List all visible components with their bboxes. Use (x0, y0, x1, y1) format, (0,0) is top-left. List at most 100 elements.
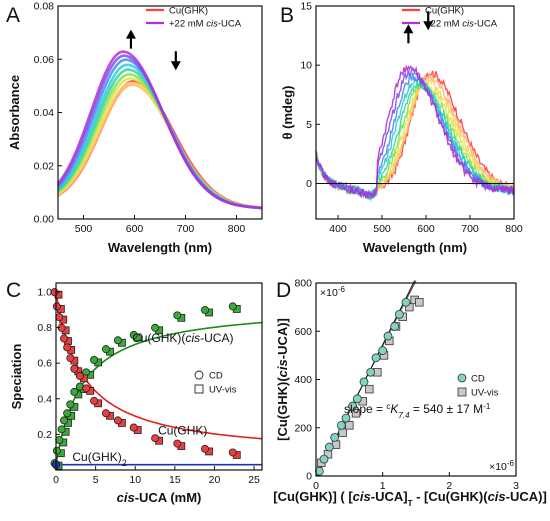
c-y-tick-label: 0.4 (37, 393, 52, 405)
b-x-tick-label: 800 (505, 223, 523, 235)
c-cd-point (151, 434, 160, 443)
c-annotation-dimer: Cu(GHK)2 (72, 450, 126, 468)
c-y-axis-label: Speciation (9, 344, 24, 410)
d-uvvis-point (351, 409, 361, 418)
c-cd-point (228, 448, 237, 457)
panel-label-c: C (6, 279, 21, 302)
b-x-tick-label: 600 (417, 223, 435, 235)
a-arrow-up-head (125, 29, 136, 39)
c-cd-point (113, 336, 122, 345)
a-y-tick-label: 0.06 (34, 54, 55, 66)
d-x-tick-label: 2 (446, 480, 452, 492)
c-cd-point (129, 423, 138, 432)
d-cd-point (324, 442, 334, 452)
a-y-tick-label: 0.02 (34, 160, 55, 172)
d-slope-annotation: slope = cK7.4 = 540 ± 17 M-1 (344, 402, 491, 420)
d-cd-point (390, 322, 400, 331)
d-plot-area (316, 283, 516, 476)
c-x-tick-label: 20 (209, 474, 221, 486)
d-cd-point (314, 466, 324, 476)
b-plot-frame (315, 5, 515, 220)
b-y-axis-label: θ (mdeg) (280, 86, 295, 140)
b-y-tick-label: 0 (306, 178, 312, 190)
b-x-tick-label: 500 (373, 223, 391, 235)
c-x-tick-label: 15 (169, 474, 181, 486)
c-legend-cd-marker (194, 370, 204, 380)
a-x-tick-label: 700 (177, 223, 195, 235)
panel-a-chart: 500 600 700 800 0.00 0.02 0.04 0.06 0.08 Waveleng… (7, 1, 263, 255)
panel-label-a: A (6, 4, 20, 27)
c-cd-point (228, 302, 237, 311)
c-y-tick-label: 0.8 (37, 322, 52, 334)
panel-d-chart: 0 1 2 3 0 200 400 600 800 ×10-6 ×10-6 slope = cK7.4… (273, 278, 550, 508)
c-x-tick-label: 0 (53, 474, 59, 486)
c-cd-point (70, 387, 79, 396)
a-y-axis-label: Absorbance (7, 75, 22, 150)
b-cd-spectrum-line (315, 79, 515, 201)
b-cd-spectrum-line (315, 68, 515, 199)
a-x-tick-label: 800 (228, 223, 246, 235)
d-uvvis-point (345, 421, 354, 430)
d-x-multiplier: ×10-6 (489, 459, 514, 474)
d-cd-point (319, 454, 329, 464)
d-cd-point (352, 394, 362, 404)
d-cd-point (394, 309, 404, 319)
c-y-tick-label: 0.6 (37, 358, 52, 370)
c-cd-point (102, 409, 111, 418)
d-cd-point (401, 297, 411, 307)
panel-label-d: D (276, 279, 291, 302)
d-x-tick-label: 1 (380, 480, 386, 492)
c-cd-point (173, 439, 182, 448)
c-x-tick-label: 25 (248, 474, 260, 486)
panel-label-b: B (280, 4, 294, 27)
b-legend-label: Cu(GHK) (425, 6, 464, 17)
a-x-axis-label: Wavelength (nm) (108, 240, 212, 255)
d-cd-point (336, 420, 346, 430)
d-x-tick-label: 0 (313, 480, 319, 492)
a-x-tick-label: 500 (75, 223, 93, 235)
b-legend-label: +22 mM cis-UCA (425, 19, 498, 30)
a-y-tick-label: 0.08 (34, 1, 55, 13)
c-x-tick-label: 5 (93, 474, 99, 486)
a-legend-label: Cu(GHK) (169, 6, 208, 17)
c-y-tick-label: 1.0 (37, 286, 52, 298)
b-arrow-down (423, 11, 434, 31)
panel-b-chart: 400 500 600 700 800 0 5 10 15 Wavelength (nm) θ (m… (280, 1, 523, 256)
b-x-axis-label: Wavelength (nm) (363, 240, 467, 255)
c-cd-point (90, 396, 99, 405)
a-arrow-down (170, 51, 181, 71)
c-cd-point (70, 364, 79, 373)
c-cd-point (90, 355, 99, 364)
a-x-tick-label: 600 (126, 223, 144, 235)
d-legend-cd-marker (457, 373, 467, 383)
c-cd-point (63, 343, 72, 352)
a-legend-label: +22 mM cis-UCA (169, 19, 242, 30)
b-arrow-up (403, 24, 414, 44)
d-y-axis-label: [Cu(GHK)(cis-UCA)] (275, 318, 290, 441)
b-arrow-up-head (403, 24, 414, 34)
b-cd-spectrum-line (315, 64, 515, 199)
c-legend-cd-label: CD (209, 371, 223, 382)
b-x-tick-label: 700 (461, 223, 479, 235)
a-y-tick-label: 0.00 (34, 214, 55, 226)
d-uvvis-point (365, 384, 374, 394)
c-y-tick-label: 0.2 (37, 429, 52, 441)
b-y-tick-label: 10 (300, 60, 312, 72)
c-legend-uvvis-marker (194, 384, 204, 394)
c-cd-point (63, 409, 72, 418)
panel-c-chart: 0 5 10 15 20 25 0.2 0.4 0.6 0.8 1.0 cis-UCA (mM) Spe… (9, 282, 263, 505)
d-cd-point (341, 413, 351, 423)
a-arrow-up (125, 29, 136, 49)
c-fit-curve-cughk (55, 291, 263, 440)
d-cd-point (348, 401, 358, 411)
c-cd-point (66, 354, 75, 363)
c-annotation-complex: Cu(GHK)(cis-UCA) (132, 331, 233, 345)
d-x-axis-label: [Cu(GHK)] ( [cis-UCA]T - [Cu(GHK)(cis-UC… (273, 489, 550, 508)
c-cd-point (52, 302, 61, 311)
c-x-axis-label: cis-UCA (mM) (117, 490, 202, 505)
d-legend-uvvis-label: UV-vis (471, 388, 499, 399)
d-cd-point (366, 367, 376, 377)
d-y-tick-label: 200 (294, 422, 312, 434)
c-cd-point (55, 313, 64, 322)
